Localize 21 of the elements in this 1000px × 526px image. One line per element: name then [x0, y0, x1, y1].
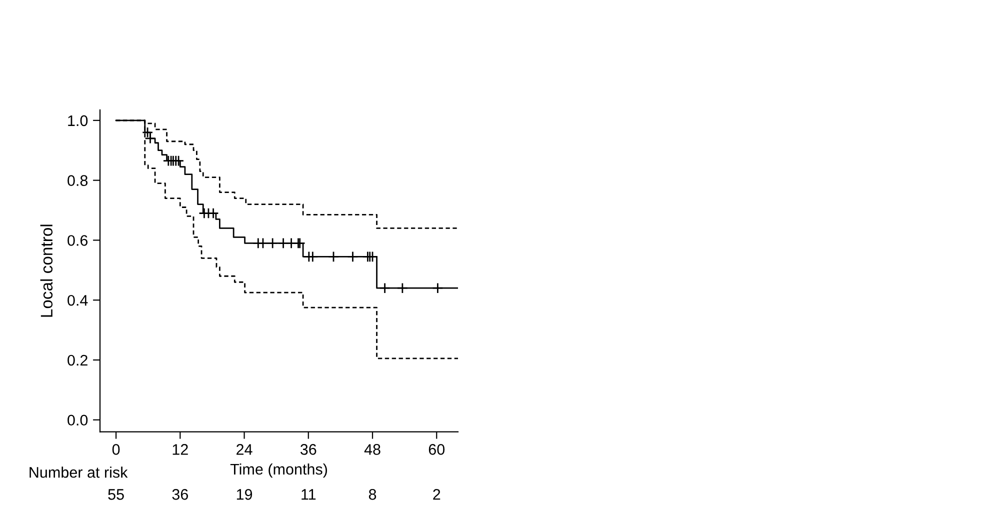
x-tick-label: 24: [236, 444, 252, 455]
y-tick-label: 0.4: [68, 294, 88, 306]
y-tick-label: 0.2: [68, 354, 88, 366]
text: 55: [108, 489, 124, 500]
y-tick-label: 1.0: [68, 115, 88, 126]
text: 11: [302, 489, 316, 500]
text: Number at risk: [30, 466, 128, 478]
text: 36: [172, 489, 188, 500]
x-axis-title: Time (months): [230, 463, 328, 478]
y-tick-label: 0.0: [68, 414, 88, 426]
text: 8: [368, 489, 376, 500]
y-tick-label: 0.6: [68, 235, 88, 246]
y-tick-label: 0.8: [68, 175, 88, 186]
text: 2: [433, 489, 440, 500]
text: 19: [236, 489, 252, 500]
y-axis-title: Local control: [40, 224, 53, 317]
x-tick-label: 60: [428, 444, 445, 455]
x-tick-label: 12: [172, 444, 188, 455]
x-tick-label: 48: [364, 444, 380, 455]
x-tick-label: 0: [112, 444, 120, 455]
x-tick-label: 36: [300, 444, 316, 455]
